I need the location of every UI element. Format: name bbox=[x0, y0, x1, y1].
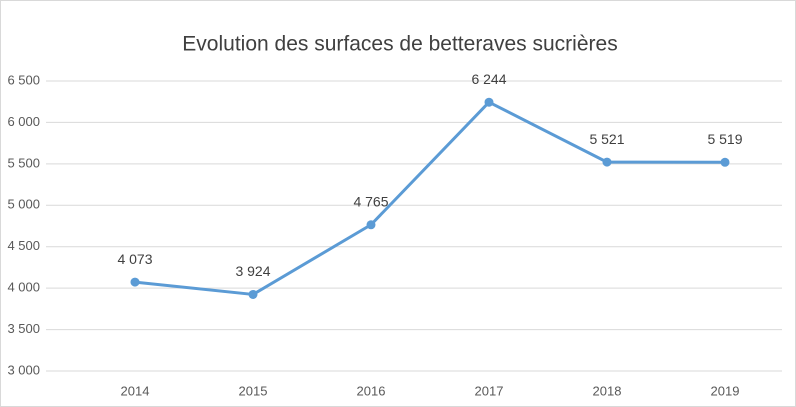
y-tick-label: 3 000 bbox=[7, 362, 40, 377]
y-tick-label: 3 500 bbox=[7, 321, 40, 336]
data-label: 5 521 bbox=[589, 131, 624, 147]
y-tick-label: 5 000 bbox=[7, 197, 40, 212]
data-label: 4 765 bbox=[353, 193, 388, 209]
data-point bbox=[602, 157, 612, 167]
x-tick-label: 2016 bbox=[357, 383, 386, 398]
data-point bbox=[720, 157, 730, 167]
data-point bbox=[366, 220, 376, 230]
data-label: 4 073 bbox=[117, 251, 152, 267]
y-tick-label: 6 500 bbox=[7, 72, 40, 87]
x-tick-label: 2019 bbox=[711, 383, 740, 398]
data-line bbox=[134, 100, 726, 296]
y-tick-label: 4 500 bbox=[7, 238, 40, 253]
y-tick-label: 4 000 bbox=[7, 280, 40, 295]
y-tick-label: 5 500 bbox=[7, 155, 40, 170]
x-tick-label: 2015 bbox=[239, 383, 268, 398]
x-tick-label: 2014 bbox=[121, 383, 150, 398]
data-point bbox=[484, 97, 494, 107]
chart-title: Evolution des surfaces de betteraves suc… bbox=[182, 33, 617, 56]
x-tick-label: 2017 bbox=[475, 383, 504, 398]
data-label: 5 519 bbox=[707, 131, 742, 147]
data-label: 6 244 bbox=[471, 71, 506, 87]
y-tick-label: 6 000 bbox=[7, 114, 40, 129]
x-tick-label: 2018 bbox=[593, 383, 622, 398]
data-point bbox=[248, 289, 258, 299]
data-point bbox=[130, 277, 140, 287]
data-label: 3 924 bbox=[235, 263, 270, 279]
